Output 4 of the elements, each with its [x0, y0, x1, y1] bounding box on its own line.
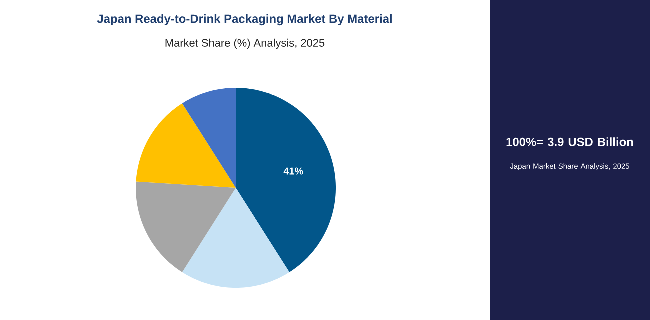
data-label: 41% — [284, 168, 304, 175]
chart-subtitle: Market Share (%) Analysis, 2025 — [166, 38, 325, 50]
chart-title: Japan Ready-to-Drink Packaging Market By Material — [97, 14, 392, 26]
text: 100%= 3.9 USD Billion — [506, 138, 634, 146]
